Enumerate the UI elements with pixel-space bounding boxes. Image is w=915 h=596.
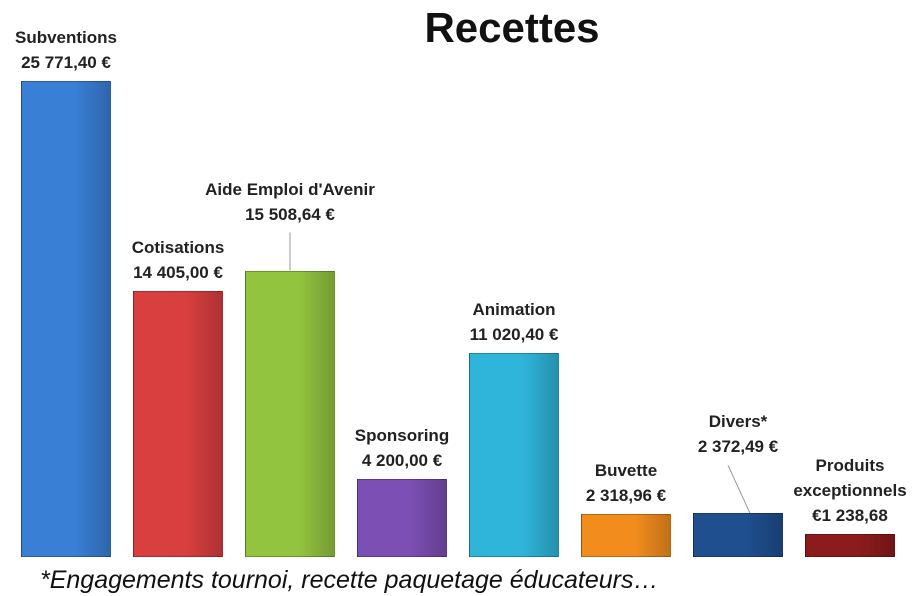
bar-label: Divers* 2 372,49 €: [638, 409, 838, 459]
value-label: 15 508,64 €: [245, 204, 335, 224]
value-label: 2 372,49 €: [697, 437, 779, 457]
value-label: 2 318,96 €: [585, 486, 667, 506]
value-label: 4 200,00 €: [361, 451, 443, 471]
bar: [133, 290, 223, 557]
bar: [693, 513, 783, 557]
bar-label: Cotisations 14 405,00 €: [78, 235, 278, 285]
bar: [245, 270, 335, 557]
value-label: €1 238,68: [812, 506, 888, 526]
bar: [357, 479, 447, 557]
bar-label: Aide Emploi d'Avenir 15 508,64 €: [185, 177, 395, 227]
bar-label: Subventions 25 771,40 €: [0, 25, 166, 75]
bar-label: Animation 11 020,40 €: [414, 297, 614, 347]
category-label: Subventions: [14, 28, 117, 47]
bar-label: Sponsoring 4 200,00 €: [302, 423, 502, 473]
bar: [581, 514, 671, 557]
bar: [21, 81, 111, 557]
bar: [805, 534, 895, 557]
value-label: 25 771,40 €: [21, 53, 111, 72]
category-label: Animation: [472, 300, 556, 320]
value-label: 11 020,40 €: [469, 325, 559, 345]
chart-title: Recettes: [424, 4, 600, 51]
category-label: Cotisations: [131, 237, 225, 257]
category-label: Buvette: [594, 461, 658, 481]
bar-label: Produits exceptionnels €1 238,68: [785, 453, 915, 528]
bar: [469, 353, 559, 557]
category-label: Sponsoring: [354, 426, 450, 446]
leader-line: [727, 464, 751, 514]
annotation: *Engagements tournoi, recette paquetage …: [40, 566, 659, 594]
category-label: Aide Emploi d'Avenir: [205, 179, 375, 199]
bar-label: Buvette 2 318,96 €: [526, 458, 726, 508]
value-label: 14 405,00 €: [133, 262, 223, 282]
category-label: Produits exceptionnels: [793, 456, 907, 501]
category-label: Divers*: [708, 412, 768, 432]
